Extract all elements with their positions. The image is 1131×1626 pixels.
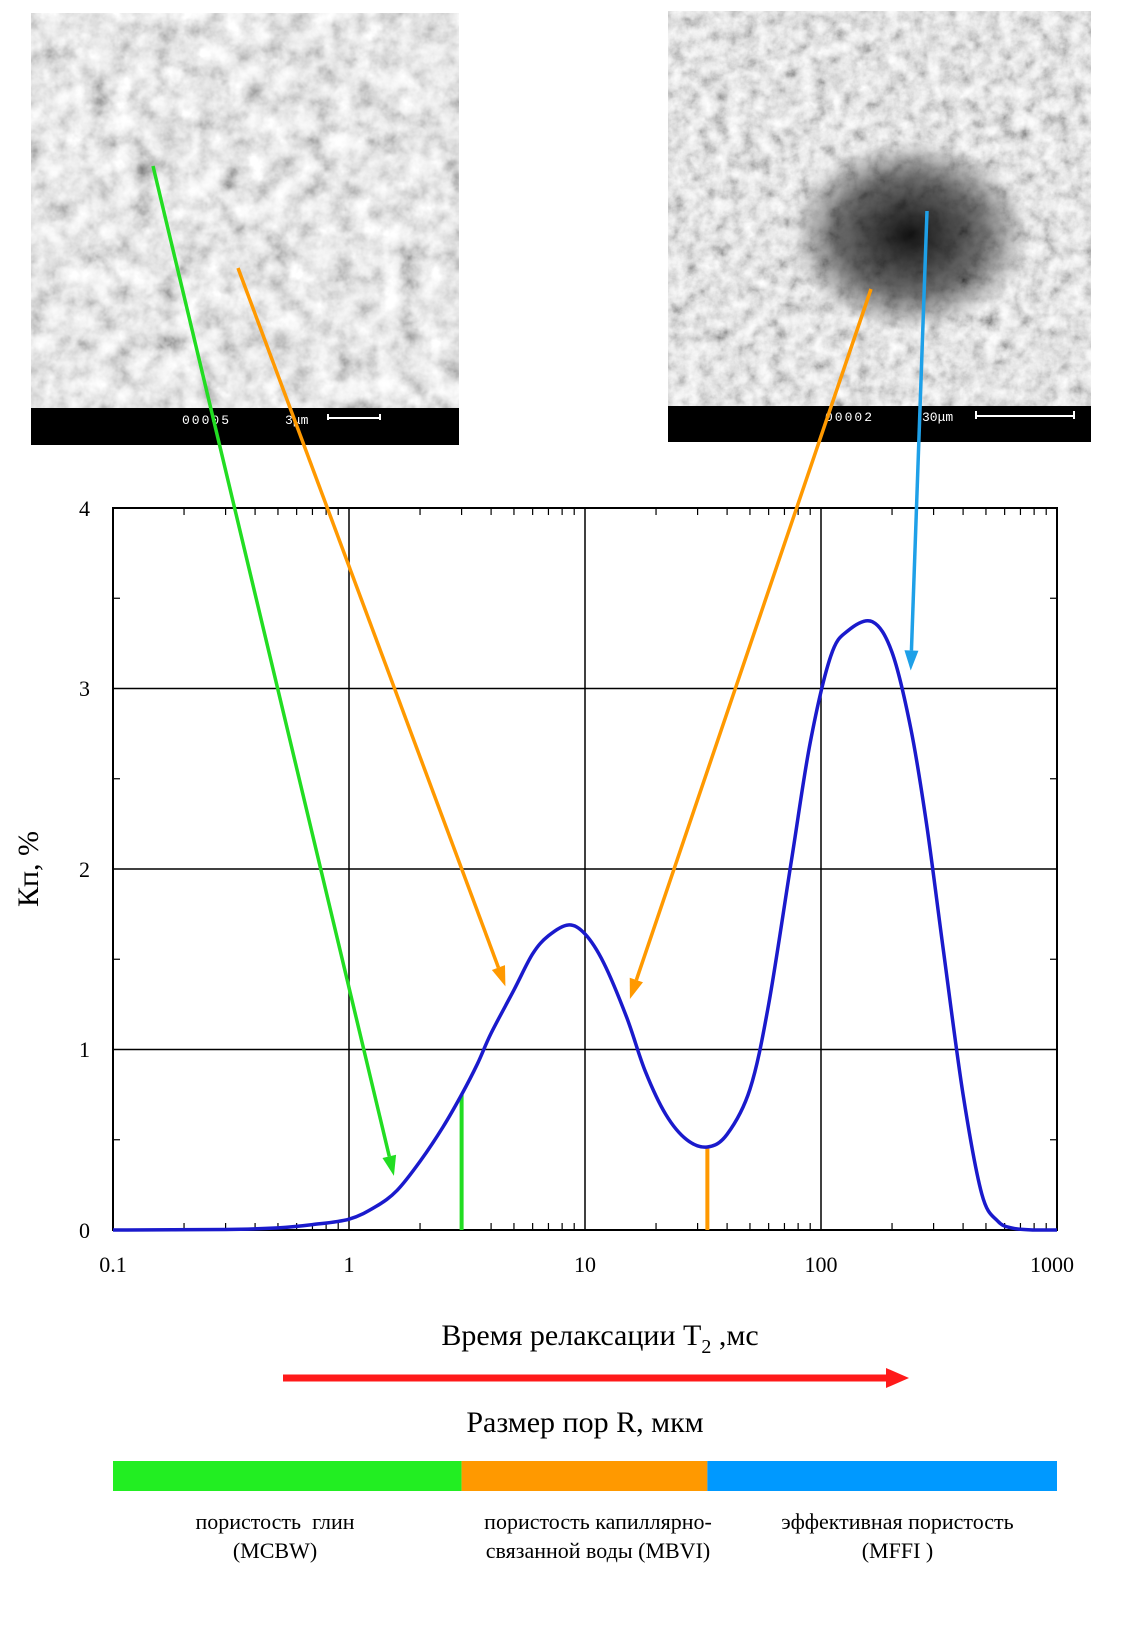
micrograph-right: 00002 30μm bbox=[668, 11, 1091, 442]
y-tick-label: 2 bbox=[79, 857, 90, 882]
porosity-bands bbox=[113, 1461, 1057, 1491]
annotation-arrow-line bbox=[634, 288, 873, 981]
band-label-effective: эффективная пористость (MFFI ) bbox=[750, 1507, 1045, 1565]
annotation-arrow-head bbox=[904, 650, 919, 671]
annotation-arrow-head bbox=[629, 977, 643, 999]
plot-area: 0.1 1 10 100 1000 0 1 2 3 4 Кп, % Время … bbox=[12, 165, 1074, 1358]
porosity-band bbox=[461, 1461, 708, 1491]
micrograph-left: 00005 3μm bbox=[31, 13, 459, 445]
pore-size-arrow bbox=[283, 1368, 909, 1388]
y-tick-labels: 0 1 2 3 4 bbox=[79, 496, 90, 1243]
porosity-band bbox=[707, 1461, 1057, 1491]
y-axis-label: Кп, % bbox=[12, 831, 45, 907]
band-label-clay: пористость глин (MCBW) bbox=[140, 1507, 410, 1565]
y-tick-label: 1 bbox=[79, 1037, 90, 1062]
annotation-arrows bbox=[151, 165, 929, 1176]
micrograph-right-code: 00002 bbox=[825, 410, 874, 425]
x-axis-label: Время релаксации T2 ,мс bbox=[441, 1319, 758, 1358]
annotation-arrow-head bbox=[491, 965, 506, 987]
micrograph-right-scale: 30μm bbox=[922, 410, 953, 425]
annotation-arrow-head bbox=[382, 1154, 397, 1176]
y-tick-label: 4 bbox=[79, 496, 90, 521]
annotation-arrow-line bbox=[236, 267, 501, 969]
cutoff-lines bbox=[459, 1094, 710, 1230]
x-tick-label: 10 bbox=[574, 1252, 596, 1277]
scale-bar-left bbox=[327, 414, 381, 420]
band-label-clay-line1: пористость глин bbox=[195, 1509, 355, 1534]
x-tick-labels: 0.1 1 10 100 1000 bbox=[99, 1252, 1074, 1277]
band-label-clay-line2: (MCBW) bbox=[232, 1538, 318, 1563]
x-tick-label: 1 bbox=[344, 1252, 355, 1277]
porosity-band bbox=[113, 1461, 462, 1491]
x-tick-label: 100 bbox=[805, 1252, 838, 1277]
band-label-effective-line1: эффективная пористость bbox=[781, 1509, 1014, 1534]
band-label-capillary-line2: связанной воды (MBVI) bbox=[485, 1538, 711, 1563]
scale-bar-right bbox=[975, 411, 1075, 419]
micrograph-left-code: 00005 bbox=[182, 413, 231, 428]
t2-distribution-line bbox=[112, 619, 1057, 1232]
annotation-arrow-line bbox=[909, 210, 929, 651]
x-tick-label: 1000 bbox=[1030, 1252, 1074, 1277]
y-tick-label: 3 bbox=[79, 676, 90, 701]
annotation-arrow-line bbox=[151, 165, 391, 1157]
x-tick-label: 0.1 bbox=[99, 1252, 127, 1277]
band-label-capillary: пористость капиллярно- связанной воды (M… bbox=[448, 1507, 748, 1565]
y-tick-label: 0 bbox=[79, 1218, 90, 1243]
pore-size-label: Размер пор R, мкм bbox=[466, 1406, 703, 1439]
grid-lines bbox=[113, 508, 1057, 1230]
band-label-capillary-line1: пористость капиллярно- bbox=[484, 1509, 712, 1534]
band-label-effective-line2: (MFFI ) bbox=[861, 1538, 934, 1563]
micrograph-left-scale: 3μm bbox=[285, 413, 309, 428]
